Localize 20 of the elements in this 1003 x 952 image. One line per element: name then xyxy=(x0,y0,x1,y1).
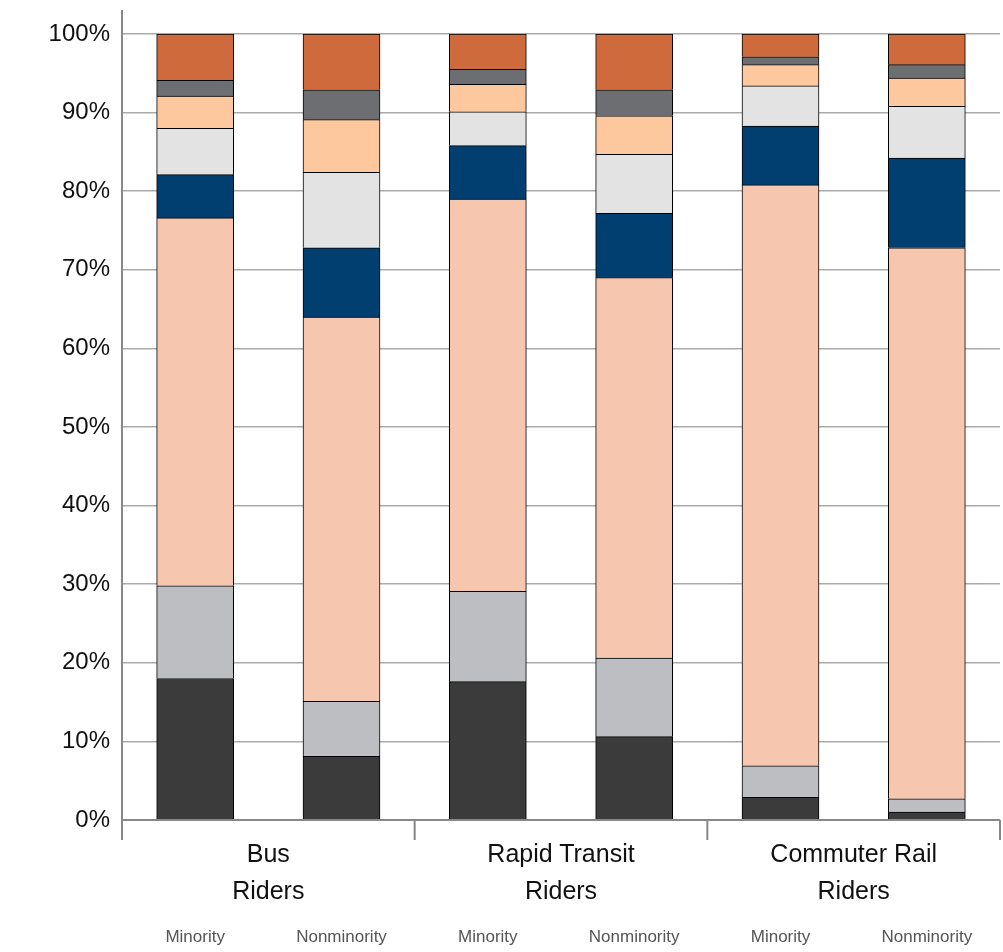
y-tick-label: 70% xyxy=(61,254,110,282)
x-tick-label: Nonminority xyxy=(881,927,973,946)
y-tick-label: 90% xyxy=(61,97,110,125)
text: Commuter Rail Riders xyxy=(770,839,938,904)
y-tick-label: 60% xyxy=(61,333,110,361)
text: Bus Riders xyxy=(232,839,305,904)
x-tick-label: Minority xyxy=(165,927,226,946)
x-tick-label: Minority xyxy=(750,927,811,946)
y-tick-label: 20% xyxy=(61,647,110,675)
y-tick-label: 0% xyxy=(75,804,110,832)
y-tick-label: 30% xyxy=(61,568,110,596)
text: Rapid Transit Riders xyxy=(487,839,635,904)
y-tick-label: 80% xyxy=(61,175,110,203)
y-tick-label: 40% xyxy=(61,490,110,518)
x-tick-label: Nonminority xyxy=(588,927,681,946)
x-tick-label: Nonminority xyxy=(296,927,388,946)
x-tick-label: Minority xyxy=(458,927,519,946)
y-tick-label: 100% xyxy=(48,18,110,46)
y-tick-label: 10% xyxy=(61,726,110,754)
y-tick-label: 50% xyxy=(61,411,110,439)
